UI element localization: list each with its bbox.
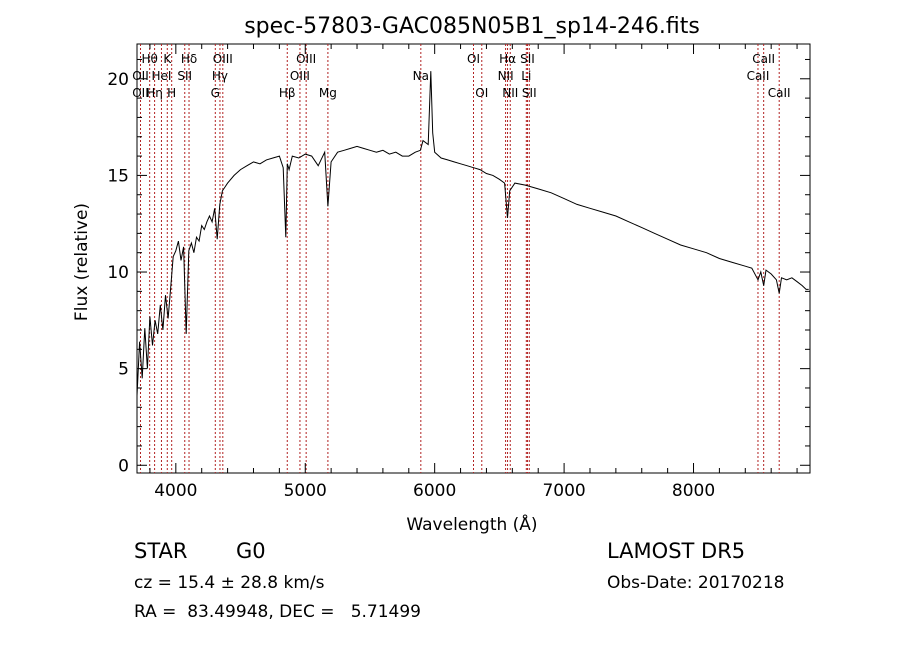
line-label-caii: CaII: [747, 69, 770, 83]
line-label-na: Na: [413, 69, 429, 83]
survey-name: LAMOST DR5: [607, 539, 746, 563]
coordinates-readout: RA = 83.49948, DEC = 5.71499: [134, 602, 421, 622]
observation-date: Obs-Date: 20170218: [607, 573, 785, 593]
line-label-hα: Hα: [499, 52, 516, 66]
line-label-oi: OI: [475, 86, 488, 100]
line-label-nii: NII: [502, 86, 518, 100]
line-label-sii: SII: [177, 69, 192, 83]
spectral-line-labels: Hθ OII OII K HeI Hη H Hδ SII OIII Hγ G OIII OIII Hβ Mg N…: [132, 52, 790, 100]
line-label-hei: HeI: [151, 69, 171, 83]
line-label-caii: CaII: [752, 52, 775, 66]
x-tick-label: 5000: [284, 481, 327, 501]
chart-title: spec-57803-GAC085N05B1_sp14-246.fits: [244, 14, 700, 39]
x-tick-label: 8000: [672, 481, 715, 501]
line-label-hη: Hη: [146, 86, 163, 100]
line-label-h: H: [167, 86, 176, 100]
line-label-hδ: Hδ: [181, 52, 197, 66]
line-label-g: G: [211, 86, 220, 100]
y-tick-label: 0: [118, 456, 129, 476]
line-label-oii: OII: [132, 69, 149, 83]
line-label-k: K: [163, 52, 172, 66]
object-class: STAR: [134, 539, 188, 563]
line-label-sii: SII: [520, 52, 535, 66]
x-tick-label: 7000: [542, 481, 585, 501]
y-tick-label: 5: [118, 360, 129, 380]
y-axis-ticks: 0 5 10 15 20: [107, 58, 810, 476]
line-label-oiii: OIII: [290, 69, 310, 83]
line-label-hγ: Hγ: [212, 69, 228, 83]
y-axis-label: Flux (relative): [72, 203, 92, 321]
line-label-sii: SII: [522, 86, 537, 100]
line-label-mg: Mg: [319, 86, 337, 100]
line-label-oii: OII: [132, 86, 149, 100]
redshift-readout: cz = 15.4 ± 28.8 km/s: [134, 573, 325, 593]
line-label-nii: NII: [498, 69, 514, 83]
line-label-li: Li: [521, 69, 531, 83]
line-label-oi: OI: [467, 52, 480, 66]
line-label-oiii: OIII: [296, 52, 316, 66]
line-label-hβ: Hβ: [279, 86, 296, 100]
line-label-caii: CaII: [768, 86, 791, 100]
line-label-oiii: OIII: [213, 52, 233, 66]
x-tick-label: 4000: [154, 481, 197, 501]
line-label-hθ: Hθ: [141, 52, 157, 66]
spectral-line-markers: [139, 44, 780, 473]
y-tick-label: 10: [107, 263, 129, 283]
x-tick-label: 6000: [413, 481, 456, 501]
flux-series-line: [136, 71, 809, 396]
x-axis-label: Wavelength (Å): [406, 513, 537, 535]
y-tick-label: 15: [107, 166, 129, 186]
y-tick-label: 20: [107, 70, 129, 90]
x-axis-ticks: 4000 5000 6000 7000 8000: [149, 44, 798, 501]
object-subclass: G0: [236, 539, 266, 563]
